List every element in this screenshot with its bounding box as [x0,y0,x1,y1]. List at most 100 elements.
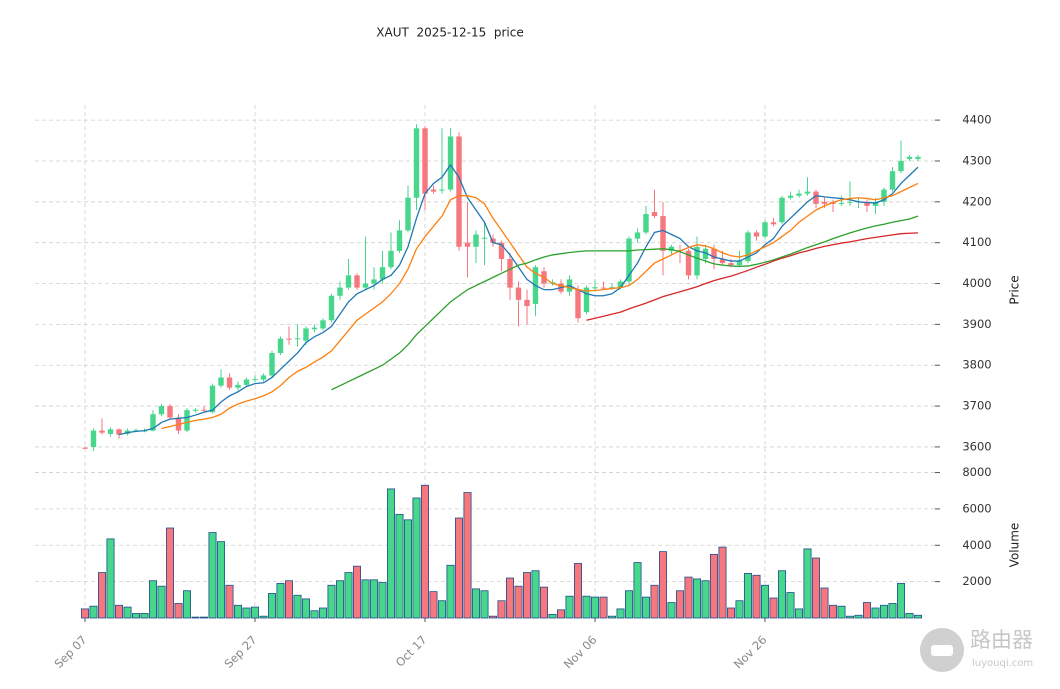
volume-bar [684,576,693,619]
volume-bar [174,603,183,619]
candle-body [422,128,428,194]
volume-bar [225,584,234,619]
volume-bar [352,565,361,619]
volume-bar [488,615,497,619]
volume-bar [131,613,140,619]
candle-body [498,242,505,260]
candle-body [906,156,913,159]
volume-bar [361,579,370,619]
volume-bar [437,600,446,619]
candle-body [702,248,709,260]
volume-bar [378,582,387,619]
candle-body [226,377,233,388]
candle-body [889,171,896,190]
volume-bar [548,613,557,619]
y-tick-label: 4300 [962,153,991,167]
candle-body [192,409,199,411]
candle-body [243,379,250,385]
candle-body [158,406,165,415]
candle-body [898,160,904,172]
candle-body [150,414,156,431]
volume-bar [386,488,395,619]
candle-body [668,246,675,251]
volume-bar [591,596,600,619]
volume-bar [854,614,863,619]
candle-body [745,232,751,262]
volume-bar [429,591,438,619]
candle-body [881,189,887,202]
volume-bar [115,604,124,619]
candle-body [464,242,471,247]
candle-body [634,232,641,239]
volume-bar [335,580,344,619]
volume-bar [701,580,710,619]
volume-bar [216,541,225,619]
volume-bar [693,578,702,619]
y-tick-label: 3700 [962,399,991,413]
volume-bar [301,598,310,619]
candle-body [269,352,275,376]
volume-bar [599,596,608,619]
volume-bar [497,600,506,619]
volume-bar [412,497,421,619]
candle-body [311,327,318,330]
candle-body [787,195,794,198]
candle-body [439,189,445,191]
volume-bar [250,606,259,619]
candle-body [337,287,343,296]
volume-bar [778,570,787,619]
moving-average-line [118,163,919,436]
volume-bar [148,580,157,619]
candle-body [218,377,224,386]
volume-bar [616,608,625,619]
candle-body [507,259,513,288]
volume-bar [259,615,268,619]
candle-body [796,193,802,196]
candle-body [209,385,216,413]
candle-body [379,267,386,280]
volume-tick-label: 2000 [962,574,991,588]
candle-body [600,287,607,289]
x-tick-label: Sep 07 [51,633,89,671]
volume-bar [633,562,642,619]
candle-body [447,136,454,190]
candle-body [354,275,360,288]
volume-bar [344,572,353,619]
volume-bar [505,577,514,619]
volume-bar [463,492,472,619]
volume-bar [369,579,378,619]
volume-bar [106,538,115,619]
watermark: 路由器 luyouqi.com [920,628,1033,672]
candle-body [405,197,411,231]
candle-body [184,410,190,431]
candle-body [779,197,785,223]
volume-bar [710,553,719,619]
candle-body [915,156,921,159]
volume-bar [608,615,617,619]
volume-bar [667,602,676,619]
volume-bar [208,532,217,619]
volume-bar [123,606,132,619]
volume-bar [557,609,566,619]
y-tick-label: 4000 [962,276,991,290]
volume-bar [650,584,659,619]
volume-bar [531,570,540,619]
volume-bar [471,588,480,619]
y-tick-label: 4100 [962,235,991,249]
moving-average-line [161,182,919,430]
y-tick-label: 4200 [962,194,991,208]
candle-body [524,299,530,306]
volume-bar [880,604,889,619]
candle-body [133,430,139,432]
volume-bar [514,585,523,619]
moving-average-line [586,232,919,321]
candle-body [838,203,845,205]
volume-bar [820,587,829,619]
watermark-icon-router [931,645,953,656]
volume-bar [786,592,795,619]
volume-bar [191,616,200,619]
candle-body [685,250,692,276]
candle-body [481,237,488,239]
chart-title: XAUT 2025-12-15 price [376,26,523,40]
volume-bar [276,583,285,619]
